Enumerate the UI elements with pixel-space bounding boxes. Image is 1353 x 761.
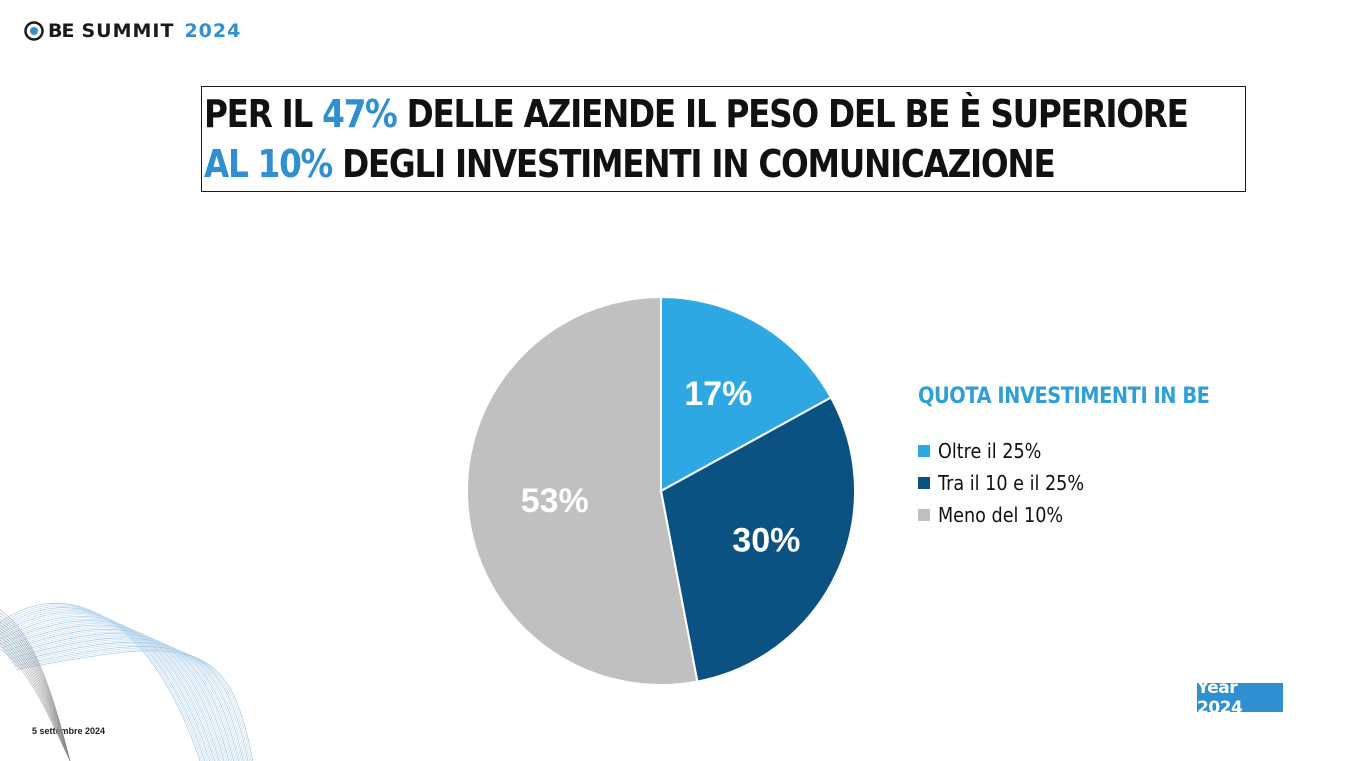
footer-date: 5 settembre 2024 (32, 726, 106, 736)
decorative-wave-line (0, 648, 71, 761)
decorative-wave-graphic (0, 603, 254, 761)
decorative-wave-line (0, 612, 71, 761)
legend-label: Meno del 10% (938, 503, 1064, 527)
headline-line-1-post: DELLE AZIENDE IL PESO DEL BE È SUPERIORE (396, 92, 1189, 136)
decorative-wave-line (0, 611, 210, 761)
headline-line-2-post: DEGLI INVESTIMENTI IN COMUNICAZIONE (331, 142, 1056, 186)
data-label-53: 53% (521, 482, 589, 520)
decorative-wave-line (0, 636, 71, 761)
legend-label: Oltre il 25% (938, 439, 1042, 463)
eye-icon (24, 21, 44, 41)
headline-box: PER IL 47% DELLE AZIENDE IL PESO DEL BE … (201, 86, 1246, 192)
be-summit-logo: BE SUMMIT 2024 (24, 18, 241, 44)
decorative-wave-line (0, 645, 71, 761)
data-label-30: 30% (732, 522, 800, 560)
legend-swatch-gray (918, 509, 930, 521)
decorative-wave-line (0, 633, 71, 761)
logo-be-text: BE (48, 20, 74, 42)
headline-line-1: PER IL 47% DELLE AZIENDE IL PESO DEL BE … (204, 89, 1189, 139)
decorative-wave-line (0, 618, 71, 761)
headline-line-1-pre: PER IL (204, 92, 323, 136)
decorative-wave-line (0, 630, 71, 761)
decorative-wave-line (0, 621, 71, 761)
decorative-wave-line (0, 610, 209, 761)
headline-highlight-10: AL 10% (204, 142, 333, 186)
legend-item-tra-10-25: Tra il 10 e il 25% (918, 467, 1298, 499)
decorative-wave-line (0, 627, 71, 761)
year-badge: Year 2024 (1197, 678, 1283, 718)
legend-item-meno-10: Meno del 10% (918, 499, 1298, 531)
headline-highlight-47: 47% (322, 92, 398, 136)
legend-title: QUOTA INVESTIMENTI IN BE (918, 384, 1210, 409)
chart-legend: QUOTA INVESTIMENTI IN BE Oltre il 25% Tr… (918, 384, 1298, 531)
decorative-wave-line (16, 650, 254, 761)
decorative-wave-line (0, 615, 215, 761)
slice-tra-10-25 (659, 396, 856, 683)
logo-year-text: 2024 (184, 20, 242, 42)
decorative-wave-line (0, 615, 71, 761)
slice-oltre-25 (660, 295, 833, 493)
decorative-wave-line (0, 639, 71, 761)
data-label-17: 17% (684, 375, 752, 413)
pie-chart: 17% 30% 53% (466, 295, 856, 686)
legend-swatch-light-blue (918, 445, 930, 457)
legend-item-oltre-25: Oltre il 25% (918, 435, 1298, 467)
decorative-wave-line (0, 624, 71, 761)
logo-summit-text: SUMMIT (81, 20, 175, 42)
legend-label: Tra il 10 e il 25% (938, 471, 1085, 495)
decorative-wave-line (0, 621, 222, 761)
headline-line-2: AL 10% DEGLI INVESTIMENTI IN COMUNICAZIO… (204, 139, 1099, 189)
slice-meno-10 (466, 295, 699, 686)
legend-swatch-dark-blue (918, 477, 930, 489)
legend-list: Oltre il 25% Tra il 10 e il 25% Meno del… (918, 435, 1298, 531)
decorative-wave-line (0, 642, 71, 761)
